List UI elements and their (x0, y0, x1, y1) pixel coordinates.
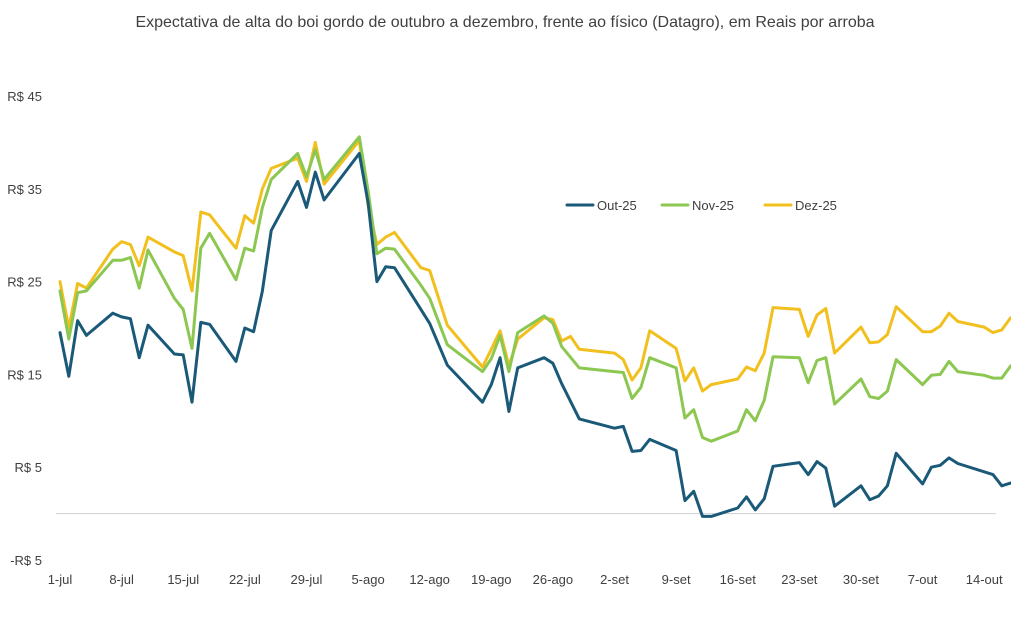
x-tick-label: 29-jul (291, 572, 323, 587)
y-tick-label: -R$ 5 (10, 553, 42, 568)
x-tick-label: 30-set (843, 572, 880, 587)
series-lines (58, 135, 1011, 518)
series-line-dez-25 (58, 139, 1011, 393)
x-tick-label: 22-jul (229, 572, 261, 587)
y-tick-label: R$ 15 (7, 367, 42, 382)
x-tick-label: 2-set (600, 572, 629, 587)
x-tick-label: 15-jul (167, 572, 199, 587)
chart-title: Expectativa de alta do boi gordo de outu… (135, 14, 874, 31)
y-tick-label: R$ 25 (7, 275, 42, 290)
y-axis-ticks: R$ 45 R$ 35 R$ 25 R$ 15 R$ 5 -R$ 5 (7, 89, 42, 568)
legend-label: Nov-25 (692, 198, 734, 213)
x-tick-label: 9-set (662, 572, 691, 587)
y-tick-label: R$ 5 (15, 460, 42, 475)
x-tick-label: 1-jul (48, 572, 73, 587)
x-tick-label: 5-ago (351, 572, 384, 587)
y-tick-label: R$ 35 (7, 182, 42, 197)
x-axis-ticks: 1-jul 8-jul 15-jul 22-jul 29-jul 5-ago 12-ago 1… (48, 572, 1003, 587)
legend-label: Dez-25 (795, 198, 837, 213)
x-tick-label: 7-out (908, 572, 938, 587)
x-tick-label: 23-set (781, 572, 818, 587)
x-tick-label: 16-set (720, 572, 757, 587)
series-line-out-25 (58, 152, 1011, 518)
series-line-nov-25 (58, 135, 1011, 443)
legend-label: Out-25 (597, 198, 637, 213)
x-tick-label: 19-ago (471, 572, 511, 587)
x-tick-label: 26-ago (533, 572, 573, 587)
x-tick-label: 12-ago (409, 572, 449, 587)
y-tick-label: R$ 45 (7, 89, 42, 104)
x-tick-label: 14-out (966, 572, 1003, 587)
x-tick-label: 8-jul (109, 572, 134, 587)
legend: Out-25 Nov-25 Dez-25 (565, 198, 837, 213)
